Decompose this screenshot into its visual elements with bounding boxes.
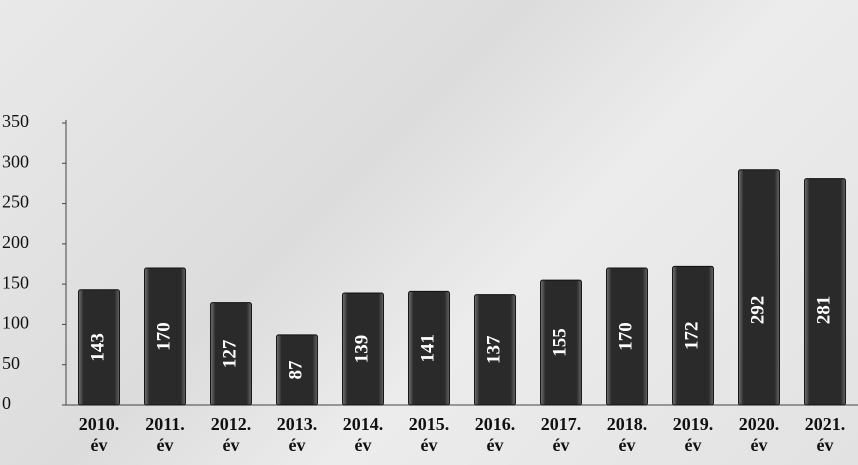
- value-label: 292: [747, 296, 768, 325]
- bar: [672, 265, 714, 406]
- x-tick-label: 2014. év: [342, 414, 384, 455]
- bar: [540, 279, 582, 406]
- bar: [474, 294, 516, 406]
- bar: [78, 289, 120, 406]
- value-label: 87: [285, 360, 306, 380]
- value-label: 137: [483, 335, 504, 364]
- value-label: 281: [813, 296, 834, 325]
- bar: [276, 334, 318, 406]
- y-tick-label: 250: [2, 192, 29, 212]
- bar: [210, 302, 252, 406]
- x-tick-label: 2010. év: [78, 414, 120, 455]
- x-tick-label: 2018. év: [606, 414, 648, 455]
- bar: [738, 169, 780, 406]
- value-label: 170: [615, 322, 636, 351]
- x-tick-label: 2012. év: [210, 414, 252, 455]
- value-label: 143: [87, 333, 108, 362]
- x-tick-label: 2020. év: [738, 414, 780, 455]
- bar: [342, 292, 384, 406]
- value-label: 170: [153, 322, 174, 351]
- x-tick-label: 2011. év: [145, 414, 185, 455]
- value-label: 127: [219, 339, 240, 368]
- y-tick-label: 300: [2, 151, 29, 171]
- y-tick-label: 0: [2, 393, 11, 413]
- bar: [804, 178, 846, 406]
- y-tick-label: 350: [2, 111, 29, 131]
- y-tick-label: 50: [2, 353, 20, 373]
- y-tick-label: 100: [2, 313, 29, 333]
- x-tick-label: 2019. év: [672, 414, 714, 455]
- bar: [408, 290, 450, 406]
- value-label: 141: [417, 334, 438, 363]
- y-tick-label: 150: [2, 272, 29, 292]
- value-label: 172: [681, 321, 702, 350]
- x-tick-label: 2015. év: [408, 414, 450, 455]
- x-tick-label: 2013. év: [276, 414, 318, 455]
- x-tick-label: 2016. év: [474, 414, 516, 455]
- bar: [606, 267, 648, 406]
- value-label: 139: [351, 335, 372, 364]
- x-tick-label: 2017. év: [540, 414, 582, 455]
- bar: [144, 267, 186, 406]
- x-tick-label: 2021. év: [804, 414, 846, 455]
- y-tick-label: 200: [2, 232, 29, 252]
- value-label: 155: [549, 328, 570, 357]
